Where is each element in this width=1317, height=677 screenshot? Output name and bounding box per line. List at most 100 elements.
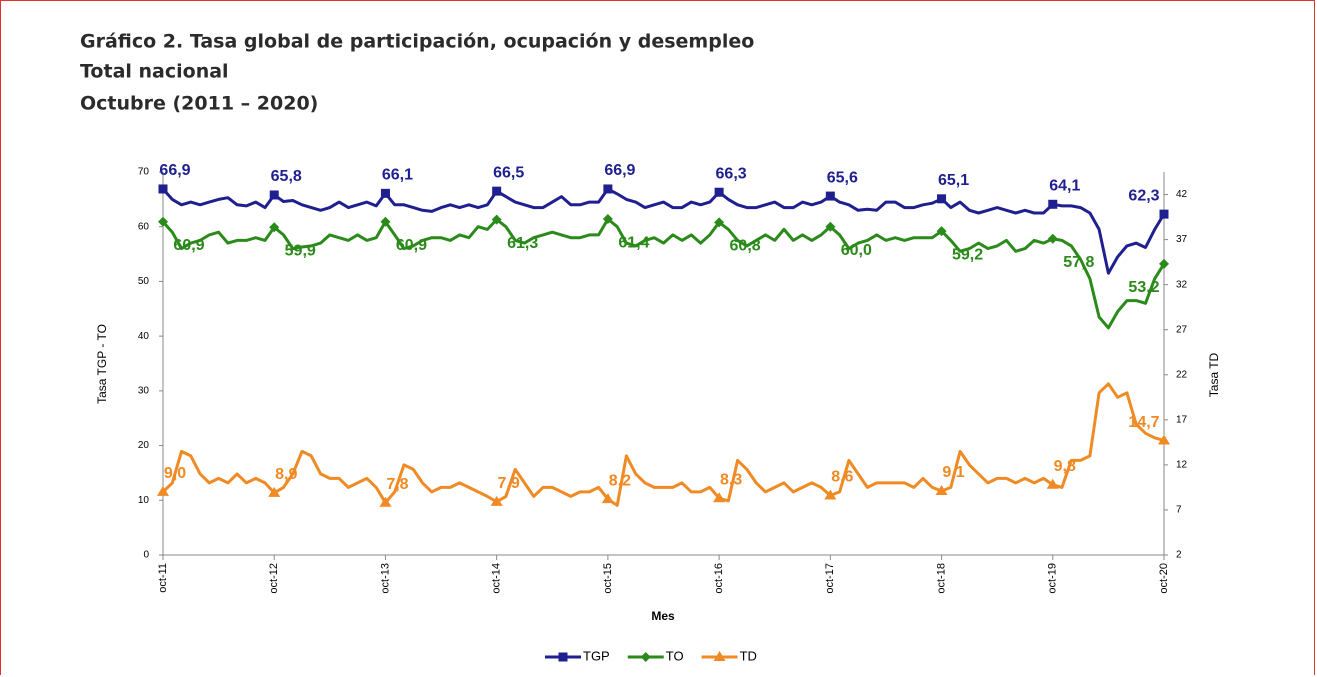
point-marker bbox=[1046, 478, 1059, 489]
point-marker bbox=[601, 493, 614, 504]
series-line bbox=[161, 382, 1165, 507]
data-label: 60,8 bbox=[730, 238, 761, 255]
point-marker bbox=[603, 184, 613, 194]
data-label: 60,9 bbox=[396, 237, 427, 254]
data-label: 62,3 bbox=[1128, 187, 1159, 204]
y-tick-label: 60 bbox=[138, 221, 150, 232]
point-marker bbox=[824, 489, 837, 500]
y2-tick-label: 7 bbox=[1176, 505, 1182, 516]
point-marker bbox=[1159, 209, 1169, 219]
y2-tick-label: 32 bbox=[1176, 279, 1188, 290]
chart-subtitle: Octubre (2011 – 2020) bbox=[80, 93, 318, 115]
data-label: 60,0 bbox=[841, 242, 872, 259]
point-marker bbox=[158, 216, 168, 227]
data-label: 65,6 bbox=[827, 169, 858, 186]
data-label: 14,7 bbox=[1128, 414, 1159, 431]
y2-tick-label: 42 bbox=[1176, 189, 1188, 200]
point-marker bbox=[602, 214, 613, 225]
point-marker bbox=[158, 184, 168, 194]
data-label: 65,1 bbox=[938, 172, 969, 189]
data-label: 66,3 bbox=[716, 165, 747, 182]
point-marker bbox=[269, 190, 279, 200]
legend-label: TO bbox=[666, 648, 684, 663]
legend-label: TD bbox=[740, 648, 757, 663]
x-tick-label: oct-13 bbox=[379, 563, 391, 594]
series-line bbox=[161, 217, 1166, 330]
point-marker bbox=[825, 221, 836, 232]
y2-tick-label: 22 bbox=[1176, 369, 1188, 380]
data-label: 8,2 bbox=[609, 472, 631, 489]
x-tick-label: oct-11 bbox=[157, 563, 169, 593]
data-label: 65,8 bbox=[271, 168, 302, 185]
data-label: 59,2 bbox=[952, 246, 983, 263]
y-tick-label: 10 bbox=[138, 495, 150, 506]
data-label: 60,9 bbox=[173, 237, 204, 254]
data-label: 66,5 bbox=[493, 164, 524, 181]
data-label: 59,9 bbox=[285, 242, 316, 259]
point-marker bbox=[379, 496, 392, 507]
point-marker bbox=[490, 495, 503, 506]
data-label: 53,2 bbox=[1128, 279, 1159, 296]
point-marker bbox=[269, 222, 280, 233]
point-marker bbox=[491, 214, 502, 225]
point-marker bbox=[380, 188, 390, 198]
data-label: 61,3 bbox=[507, 235, 538, 252]
point-marker bbox=[936, 226, 947, 237]
point-marker bbox=[713, 492, 726, 503]
point-marker bbox=[714, 217, 725, 228]
point-marker bbox=[380, 216, 391, 227]
data-label: 66,9 bbox=[604, 162, 635, 179]
point-marker bbox=[492, 186, 502, 196]
y-tick-label: 70 bbox=[138, 167, 150, 178]
data-label: 9,8 bbox=[1054, 458, 1076, 475]
point-marker bbox=[935, 485, 948, 496]
data-label: 57,8 bbox=[1063, 254, 1094, 271]
y-tick-label: 50 bbox=[138, 276, 150, 287]
x-tick-label: oct-16 bbox=[713, 563, 725, 594]
point-marker bbox=[268, 486, 281, 497]
point-marker bbox=[1159, 258, 1169, 269]
data-label: 8,3 bbox=[720, 471, 742, 488]
x-tick-label: oct-15 bbox=[602, 563, 614, 594]
y2-axis-label: Tasa TD bbox=[1207, 352, 1221, 397]
data-label: 9,1 bbox=[942, 464, 964, 481]
point-marker bbox=[1047, 233, 1058, 244]
point-marker bbox=[825, 191, 835, 201]
data-label: 7,8 bbox=[386, 476, 408, 493]
y2-tick-label: 17 bbox=[1176, 414, 1188, 425]
series-line bbox=[161, 187, 1166, 275]
data-label: 66,9 bbox=[159, 162, 190, 179]
legend-label: TGP bbox=[583, 648, 610, 663]
chart-title: Gráfico 2. Tasa global de participación,… bbox=[80, 31, 754, 53]
legend-marker bbox=[640, 652, 651, 662]
y2-tick-label: 37 bbox=[1176, 234, 1188, 245]
y2-tick-label: 2 bbox=[1176, 550, 1182, 561]
x-tick-label: oct-18 bbox=[935, 563, 947, 594]
x-tick-label: oct-20 bbox=[1158, 563, 1170, 594]
data-label: 8,9 bbox=[275, 466, 297, 483]
point-marker bbox=[714, 187, 724, 197]
data-label: 61,4 bbox=[618, 234, 649, 251]
point-marker bbox=[937, 194, 947, 204]
x-tick-label: oct-19 bbox=[1047, 563, 1059, 594]
x-tick-label: oct-17 bbox=[824, 563, 836, 594]
data-label: 66,1 bbox=[382, 167, 413, 184]
data-label: 8,6 bbox=[831, 469, 853, 486]
x-axis-label: Mes bbox=[651, 609, 675, 623]
y2-tick-label: 27 bbox=[1176, 324, 1188, 335]
legend-marker bbox=[558, 652, 568, 662]
legend-marker bbox=[713, 651, 726, 661]
data-label: 64,1 bbox=[1049, 178, 1080, 195]
point-marker bbox=[1158, 434, 1170, 445]
y-tick-label: 30 bbox=[138, 385, 150, 396]
x-tick-label: oct-14 bbox=[491, 563, 503, 594]
chart-subtitle: Total nacional bbox=[80, 61, 229, 83]
y-axis-label: Tasa TGP - TO bbox=[95, 324, 109, 404]
point-marker bbox=[1048, 199, 1058, 209]
y-tick-label: 20 bbox=[138, 440, 150, 451]
y2-tick-label: 12 bbox=[1176, 460, 1188, 471]
y-tick-label: 0 bbox=[143, 550, 149, 561]
y-tick-label: 40 bbox=[138, 331, 150, 342]
